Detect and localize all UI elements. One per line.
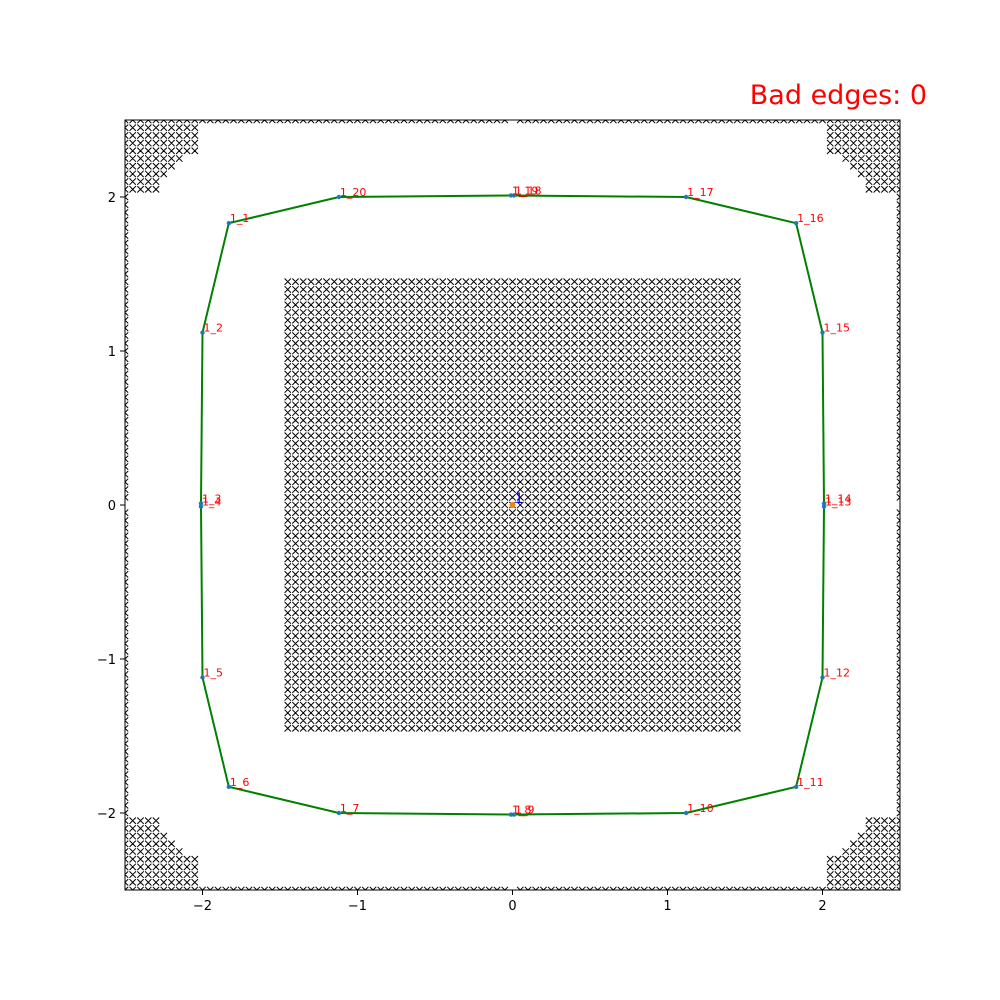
x-tick-label: 2 bbox=[818, 899, 826, 914]
node-label: 1_6 bbox=[230, 776, 250, 789]
y-tick-label: 0 bbox=[108, 499, 116, 514]
node-marker bbox=[793, 220, 799, 226]
center-label: 1 bbox=[515, 491, 524, 507]
obstacle-field bbox=[125, 120, 900, 890]
node-label: 1_8 bbox=[512, 804, 532, 817]
obstacle-markers bbox=[125, 120, 900, 890]
y-tick-label: 2 bbox=[108, 191, 116, 206]
y-axis: −2 −1 0 1 2 bbox=[97, 191, 125, 822]
node-marker bbox=[226, 220, 232, 226]
node-label: 1_10 bbox=[687, 802, 714, 815]
node-marker bbox=[683, 810, 689, 816]
node-label: 1_4 bbox=[202, 496, 222, 509]
node-marker bbox=[511, 193, 517, 198]
node-label: 1_3 bbox=[202, 492, 222, 505]
node-marker bbox=[793, 784, 799, 790]
node-label: 1_19 bbox=[512, 184, 539, 197]
node-marker bbox=[508, 812, 514, 817]
x-tick-label: −2 bbox=[193, 899, 212, 914]
center-marker bbox=[509, 502, 516, 508]
node-marker bbox=[820, 330, 825, 335]
node-label: 1_9 bbox=[515, 804, 535, 817]
x-tick-label: 0 bbox=[508, 899, 516, 914]
node-marker bbox=[226, 784, 232, 790]
node-label: 1_2 bbox=[204, 322, 224, 335]
y-tick-label: −1 bbox=[97, 653, 116, 668]
node-label: 1_1 bbox=[230, 212, 250, 225]
node-label: 1_12 bbox=[824, 666, 851, 679]
y-tick-label: 1 bbox=[108, 345, 116, 360]
y-tick-label: −2 bbox=[97, 807, 116, 822]
node-label: 1_14 bbox=[825, 492, 852, 505]
node-marker bbox=[511, 812, 517, 817]
x-tick-label: −1 bbox=[348, 899, 367, 914]
node-label: 1_13 bbox=[825, 496, 852, 509]
node-marker bbox=[198, 504, 204, 509]
x-tick-label: 1 bbox=[663, 899, 671, 914]
node-marker bbox=[200, 330, 205, 335]
x-axis: −2 −1 0 1 2 bbox=[193, 890, 827, 914]
bad-edges-status: Bad edges: 0 bbox=[750, 80, 927, 111]
node-marker bbox=[683, 194, 689, 200]
node-layer: 1_1 1_2 1_31_4 1_5 1_6 1_7 1_81_9 1_10 1_11 1_12 1… bbox=[198, 184, 852, 817]
node-label: 1_15 bbox=[824, 322, 851, 335]
node-marker bbox=[820, 675, 825, 680]
node-marker bbox=[198, 501, 204, 506]
node-label: 1_17 bbox=[687, 186, 714, 199]
node-marker bbox=[200, 675, 205, 680]
node-marker bbox=[821, 501, 827, 506]
node-marker bbox=[336, 194, 342, 200]
node-label: 1_16 bbox=[797, 212, 824, 225]
node-marker bbox=[821, 504, 827, 509]
node-label: 1_11 bbox=[797, 776, 824, 789]
node-marker bbox=[508, 193, 514, 198]
plot-area: 1_1 1_2 1_31_4 1_5 1_6 1_7 1_81_9 1_10 1_11 1_12 1… bbox=[124, 119, 901, 891]
node-label: 1_18 bbox=[515, 184, 542, 197]
node-marker bbox=[336, 810, 342, 816]
node-label: 1_5 bbox=[204, 666, 224, 679]
node-label: 1_20 bbox=[340, 186, 367, 199]
node-label: 1_7 bbox=[340, 802, 360, 815]
